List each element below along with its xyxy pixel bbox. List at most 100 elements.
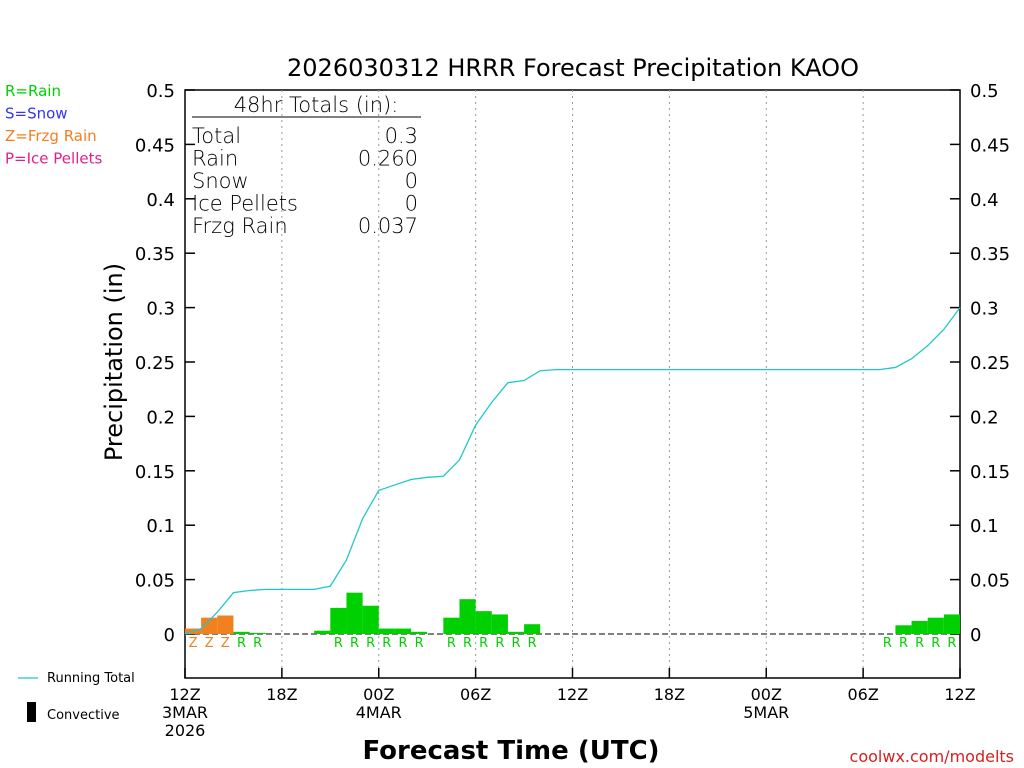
y-tick-label-right: 0.5 — [970, 81, 999, 102]
x-tick-label: 2026 — [165, 721, 206, 740]
precip-type-marker: R — [447, 636, 456, 651]
y-tick-label-right: 0 — [970, 625, 981, 646]
y-tick-label-left: 0.1 — [146, 516, 175, 537]
x-tick-label: 18Z — [266, 685, 297, 704]
precip-type-marker: R — [334, 636, 343, 651]
precip-type-marker: R — [528, 636, 537, 651]
x-tick-label: 06Z — [847, 685, 878, 704]
precip-bar — [895, 625, 912, 634]
precip-type-marker: Z — [221, 636, 230, 651]
precip-bar — [394, 628, 412, 634]
precip-bar — [378, 628, 395, 634]
precip-bar — [233, 631, 250, 634]
totals-row-label: Frzg Rain — [192, 214, 288, 238]
x-axis-label: Forecast Time (UTC) — [362, 736, 659, 766]
precip-type-marker: Z — [189, 636, 198, 651]
precip-type-marker: R — [883, 636, 892, 651]
precip-bar — [249, 632, 266, 634]
y-tick-label-left: 0.4 — [146, 190, 175, 211]
totals-row-value: 0 — [405, 169, 418, 193]
x-tick-label: 4MAR — [356, 703, 402, 722]
y-tick-label-left: 0.3 — [146, 299, 175, 320]
y-tick-label-right: 0.45 — [970, 135, 1010, 156]
totals-row-label: Total — [192, 124, 241, 148]
y-axis-label: Precipitation (in) — [100, 263, 128, 461]
y-axis-left: 0 0.05 0.1 0.15 0.2 0.25 0.3 0.35 0.4 0.45 0.5 — [135, 81, 195, 646]
totals-row-value: 0.037 — [358, 214, 418, 238]
vertical-gridlines — [281, 90, 864, 678]
y-tick-label-left: 0.15 — [135, 462, 175, 483]
y-tick-label-right: 0.25 — [970, 353, 1010, 374]
totals-row-label: Snow — [192, 169, 249, 193]
running-total-legend-label: Running Total — [47, 671, 135, 686]
credit-text: coolwx.com/modelts — [850, 747, 1014, 766]
type-key-item: R=Rain — [5, 82, 61, 100]
x-tick-label: 18Z — [654, 685, 685, 704]
precip-type-marker: R — [382, 636, 391, 651]
y-tick-label-right: 0.15 — [970, 462, 1010, 483]
precip-type-marker: R — [398, 636, 407, 651]
precip-type-marker: Z — [205, 636, 214, 651]
y-tick-label-right: 0.2 — [970, 407, 999, 428]
precip-bar — [491, 614, 508, 634]
y-tick-label-left: 0.35 — [135, 244, 175, 265]
precip-bar — [927, 617, 944, 634]
convective-legend: Convective — [27, 702, 120, 723]
chart-title: 2026030312 HRRR Forecast Precipitation K… — [287, 54, 859, 82]
x-tick-label: 12Z — [169, 685, 200, 704]
x-tick-label: 00Z — [363, 685, 394, 704]
x-tick-label: 5MAR — [743, 703, 789, 722]
y-tick-label-left: 0.25 — [135, 353, 175, 374]
y-tick-label-right: 0.35 — [970, 244, 1010, 265]
y-tick-label-left: 0 — [164, 625, 175, 646]
totals-header: 48hr Totals (in): — [234, 93, 399, 117]
totals-row-value: 0.3 — [385, 124, 418, 148]
precip-type-marker: R — [495, 636, 504, 651]
y-tick-label-right: 0.1 — [970, 516, 999, 537]
type-key-item: S=Snow — [5, 105, 68, 123]
precip-type-marker: R — [931, 636, 940, 651]
y-tick-label-right: 0.4 — [970, 190, 999, 211]
y-tick-label-right: 0.05 — [970, 571, 1010, 592]
totals-box: 48hr Totals (in): Total 0.3 Rain 0.260 Snow 0… — [192, 93, 421, 238]
precip-bar — [507, 631, 525, 634]
y-tick-label-left: 0.2 — [146, 407, 175, 428]
precip-type-marker: R — [511, 636, 520, 651]
precip-type-marker: R — [479, 636, 488, 651]
precip-bar — [201, 617, 218, 634]
precip-type-marker: R — [237, 636, 246, 651]
precip-type-marker: R — [899, 636, 908, 651]
type-key-item: Z=Frzg Rain — [5, 127, 97, 145]
y-tick-label-right: 0.3 — [970, 299, 999, 320]
x-tick-label: 00Z — [751, 685, 782, 704]
precip-bar — [459, 599, 476, 634]
precip-type-marker: R — [915, 636, 924, 651]
x-tick-label: 12Z — [557, 685, 588, 704]
precip-type-marker: R — [947, 636, 956, 651]
precip-bar — [911, 620, 928, 634]
precip-type-marker: R — [366, 636, 375, 651]
precip-bar — [524, 624, 541, 634]
precip-type-marker: R — [350, 636, 359, 651]
y-tick-label-left: 0.05 — [135, 571, 175, 592]
precip-type-key: R=Rain S=Snow Z=Frzg Rain P=Ice Pellets — [5, 82, 102, 168]
totals-row-label: Rain — [192, 147, 238, 171]
running-total-line — [184, 307, 961, 635]
precip-bar — [943, 614, 960, 634]
precip-bar — [475, 611, 492, 634]
x-tick-label: 12Z — [944, 685, 975, 704]
precip-bar — [330, 607, 347, 634]
x-tick-label: 06Z — [460, 685, 491, 704]
line-legend: Running Total — [18, 671, 135, 686]
totals-rows: Total 0.3 Rain 0.260 Snow 0 Ice Pellets 0 Frzg R… — [192, 124, 418, 238]
precip-bar — [443, 617, 460, 634]
y-tick-label-left: 0.45 — [135, 135, 175, 156]
precip-type-marker: R — [463, 636, 472, 651]
precip-type-marker: R — [253, 636, 262, 651]
precip-bar — [314, 630, 331, 634]
precip-bar — [217, 615, 234, 634]
precip-bar — [362, 605, 379, 634]
totals-row-value: 0.260 — [358, 147, 418, 171]
type-key-item: P=Ice Pellets — [5, 150, 102, 168]
